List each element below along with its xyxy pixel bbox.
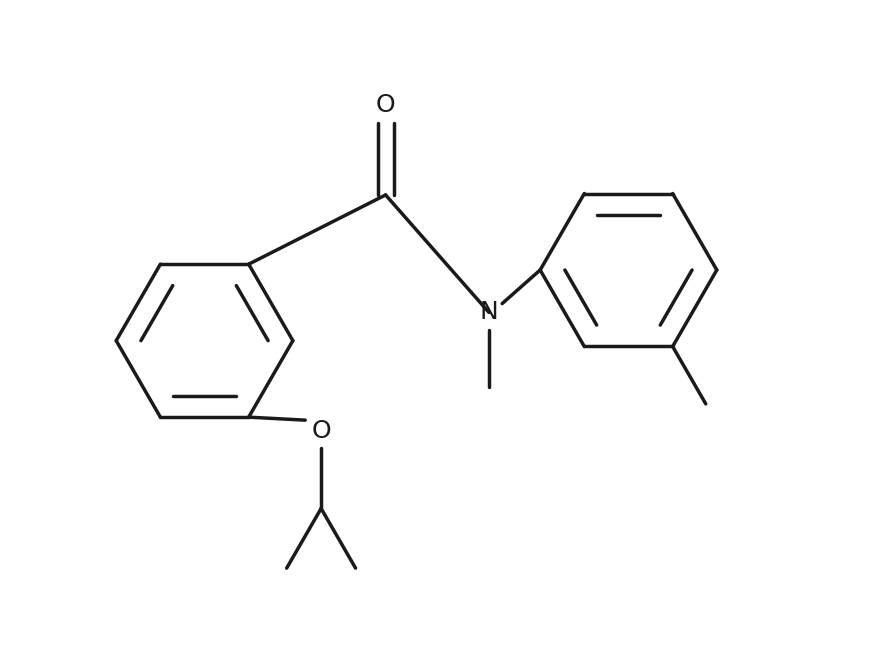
Text: O: O — [376, 93, 395, 117]
Text: N: N — [479, 300, 498, 324]
Text: O: O — [311, 419, 331, 443]
